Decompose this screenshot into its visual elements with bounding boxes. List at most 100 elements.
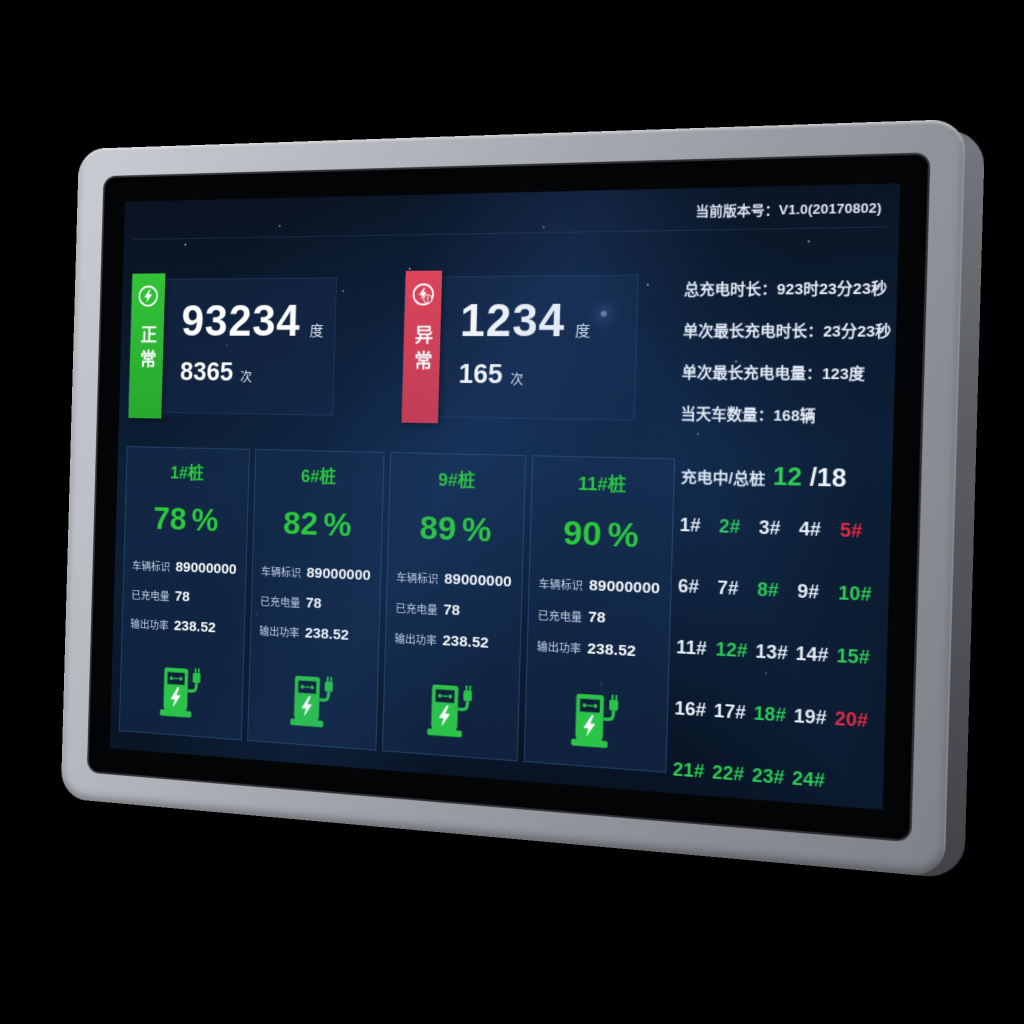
bolt-circle-icon	[137, 284, 160, 313]
summary-row: 正常 93234 度 8365 次	[127, 270, 892, 426]
bolt-alert-circle-icon	[410, 281, 436, 312]
normal-energy-value: 93234	[180, 295, 302, 346]
pile-number-14[interactable]: 14#	[795, 642, 829, 666]
abnormal-status-label: 异常	[410, 325, 433, 377]
pile-number-7[interactable]: 7#	[716, 577, 739, 600]
normal-summary-card: 正常 93234 度 8365 次	[127, 273, 338, 419]
normal-session-unit: 次	[240, 369, 253, 384]
pile-number-1[interactable]: 1#	[679, 514, 701, 536]
pile-name: 6#桩	[300, 466, 337, 487]
stat-label: 总充电时长：	[683, 281, 778, 300]
pile-number-5[interactable]: 5#	[839, 519, 863, 542]
pile-number-13[interactable]: 13#	[754, 640, 789, 664]
pile-number-20[interactable]: 20#	[834, 707, 869, 732]
output-power-value: 238.52	[586, 640, 637, 661]
pile-number-4[interactable]: 4#	[798, 518, 822, 541]
pile-number-23[interactable]: 23#	[751, 764, 785, 789]
pile-number-17[interactable]: 17#	[713, 700, 747, 724]
pile-details: 车辆标识 89000000 已充电量 78 输出功率 238.52	[122, 557, 245, 639]
output-power-label: 输出功率	[394, 633, 437, 648]
total-count: /18	[809, 463, 847, 494]
pile-name: 9#桩	[438, 469, 476, 491]
normal-values: 93234 度 8365 次	[161, 278, 336, 414]
ev-charger-icon	[283, 671, 342, 735]
stat-longest-charge-energy: 单次最长充电电量：123度	[681, 361, 883, 385]
pile-number-10[interactable]: 10#	[837, 582, 872, 606]
pile-name: 1#桩	[169, 463, 204, 484]
normal-session-count: 8365	[179, 357, 234, 387]
charged-energy-value: 78	[174, 588, 191, 606]
panel-pc-device: 当前版本号：V1.0(20170802)	[60, 118, 986, 880]
stat-value: 168辆	[773, 408, 816, 426]
pile-percent: 82	[282, 504, 319, 543]
screen-glass: 当前版本号：V1.0(20170802)	[88, 154, 929, 841]
pile-number-16[interactable]: 16#	[674, 697, 707, 721]
charged-energy-value: 78	[443, 601, 461, 620]
totals-stats-column: 总充电时长：923时23分23秒 单次最长充电时长：23分23秒 单次最长充电电…	[680, 272, 892, 426]
output-power-label: 输出功率	[536, 641, 582, 657]
pile-card-1[interactable]: 1#桩 78% 车辆标识 89000000 已充电量 78 输出功率 238.52	[118, 446, 250, 741]
charged-energy-label: 已充电量	[395, 603, 438, 618]
ev-charger-icon	[419, 680, 481, 746]
vehicle-id-label: 车辆标识	[538, 578, 584, 593]
output-power-value: 238.52	[304, 624, 350, 644]
pile-number-21[interactable]: 21#	[672, 758, 705, 783]
vehicle-id-value: 89000000	[306, 564, 371, 585]
abnormal-energy-value: 1234	[459, 293, 567, 347]
percent-sign: %	[191, 501, 219, 539]
normal-energy-unit: 度	[309, 323, 324, 340]
abnormal-session-unit: 次	[510, 371, 524, 387]
pile-panel-header: 充电中/总桩 12/18	[681, 461, 881, 496]
pile-number-22[interactable]: 22#	[711, 761, 745, 786]
pile-number-2[interactable]: 2#	[718, 515, 741, 538]
abnormal-session-count: 165	[458, 358, 504, 390]
pile-percent: 90	[562, 513, 602, 554]
pile-number-8[interactable]: 8#	[756, 578, 779, 601]
pile-card-9[interactable]: 9#桩 89% 车辆标识 89000000 已充电量 78 输出功率 238.52	[381, 452, 527, 762]
pile-number-11[interactable]: 11#	[675, 636, 708, 660]
ev-charger-icon	[563, 689, 628, 757]
pile-number-19[interactable]: 19#	[793, 705, 828, 729]
header-bar: 当前版本号：V1.0(20170802)	[132, 194, 889, 240]
pile-number-24[interactable]: 24#	[791, 767, 826, 792]
vehicle-id-value: 89000000	[588, 576, 661, 598]
abnormal-summary-card: 异常 1234 度 165 次	[400, 270, 639, 424]
stat-total-charge-time: 总充电时长：923时23分23秒	[684, 277, 887, 300]
charged-energy-label: 已充电量	[259, 596, 301, 610]
stat-label: 单次最长充电时长：	[682, 323, 824, 341]
charging-count: 12	[772, 462, 803, 492]
normal-status-bar: 正常	[128, 273, 166, 419]
pile-number-12[interactable]: 12#	[715, 638, 748, 662]
ev-charger-icon	[153, 663, 209, 726]
pile-percent: 89	[419, 509, 457, 549]
normal-status-label: 正常	[136, 325, 157, 375]
output-power-value: 238.52	[173, 617, 216, 637]
pile-card-6[interactable]: 6#桩 82% 车辆标识 89000000 已充电量 78 输出功率 238.52	[247, 448, 385, 751]
stat-longest-charge-time: 单次最长充电时长：23分23秒	[682, 320, 892, 342]
pile-number-6[interactable]: 6#	[677, 575, 700, 598]
percent-sign: %	[322, 506, 353, 545]
pile-number-9[interactable]: 9#	[797, 580, 820, 603]
stat-label: 当天车数量：	[680, 406, 774, 425]
pile-percent: 78	[152, 500, 187, 538]
pile-number-15[interactable]: 15#	[836, 645, 871, 669]
pile-card-11[interactable]: 11#桩 90% 车辆标识 89000000 已充电量 78 输出功率 238.52	[523, 455, 676, 773]
charging-total-label: 充电中/总桩	[680, 468, 766, 489]
pile-number-3[interactable]: 3#	[758, 517, 781, 539]
output-power-value: 238.52	[442, 632, 489, 652]
output-power-label: 输出功率	[130, 619, 169, 633]
piles-row: 1#桩 78% 车辆标识 89000000 已充电量 78 输出功率 238.52	[118, 446, 881, 792]
pile-status-panel: 充电中/总桩 12/18 1# 2# 3# 4# 5# 6#	[673, 459, 881, 792]
vehicle-id-value: 89000000	[175, 558, 237, 578]
charged-energy-value: 78	[587, 608, 606, 627]
dashboard-screen: 当前版本号：V1.0(20170802)	[109, 183, 901, 810]
pile-number-grid: 1# 2# 3# 4# 5# 6# 7# 8# 9# 10#	[672, 514, 879, 796]
abnormal-status-bar: 异常	[401, 270, 443, 424]
output-power-label: 输出功率	[259, 626, 300, 640]
percent-sign: %	[607, 515, 640, 556]
version-label: 当前版本号：V1.0(20170802)	[695, 199, 882, 220]
dashboard-content: 当前版本号：V1.0(20170802)	[110, 183, 900, 810]
pile-number-18[interactable]: 18#	[753, 702, 787, 726]
vehicle-id-value: 89000000	[443, 570, 512, 591]
